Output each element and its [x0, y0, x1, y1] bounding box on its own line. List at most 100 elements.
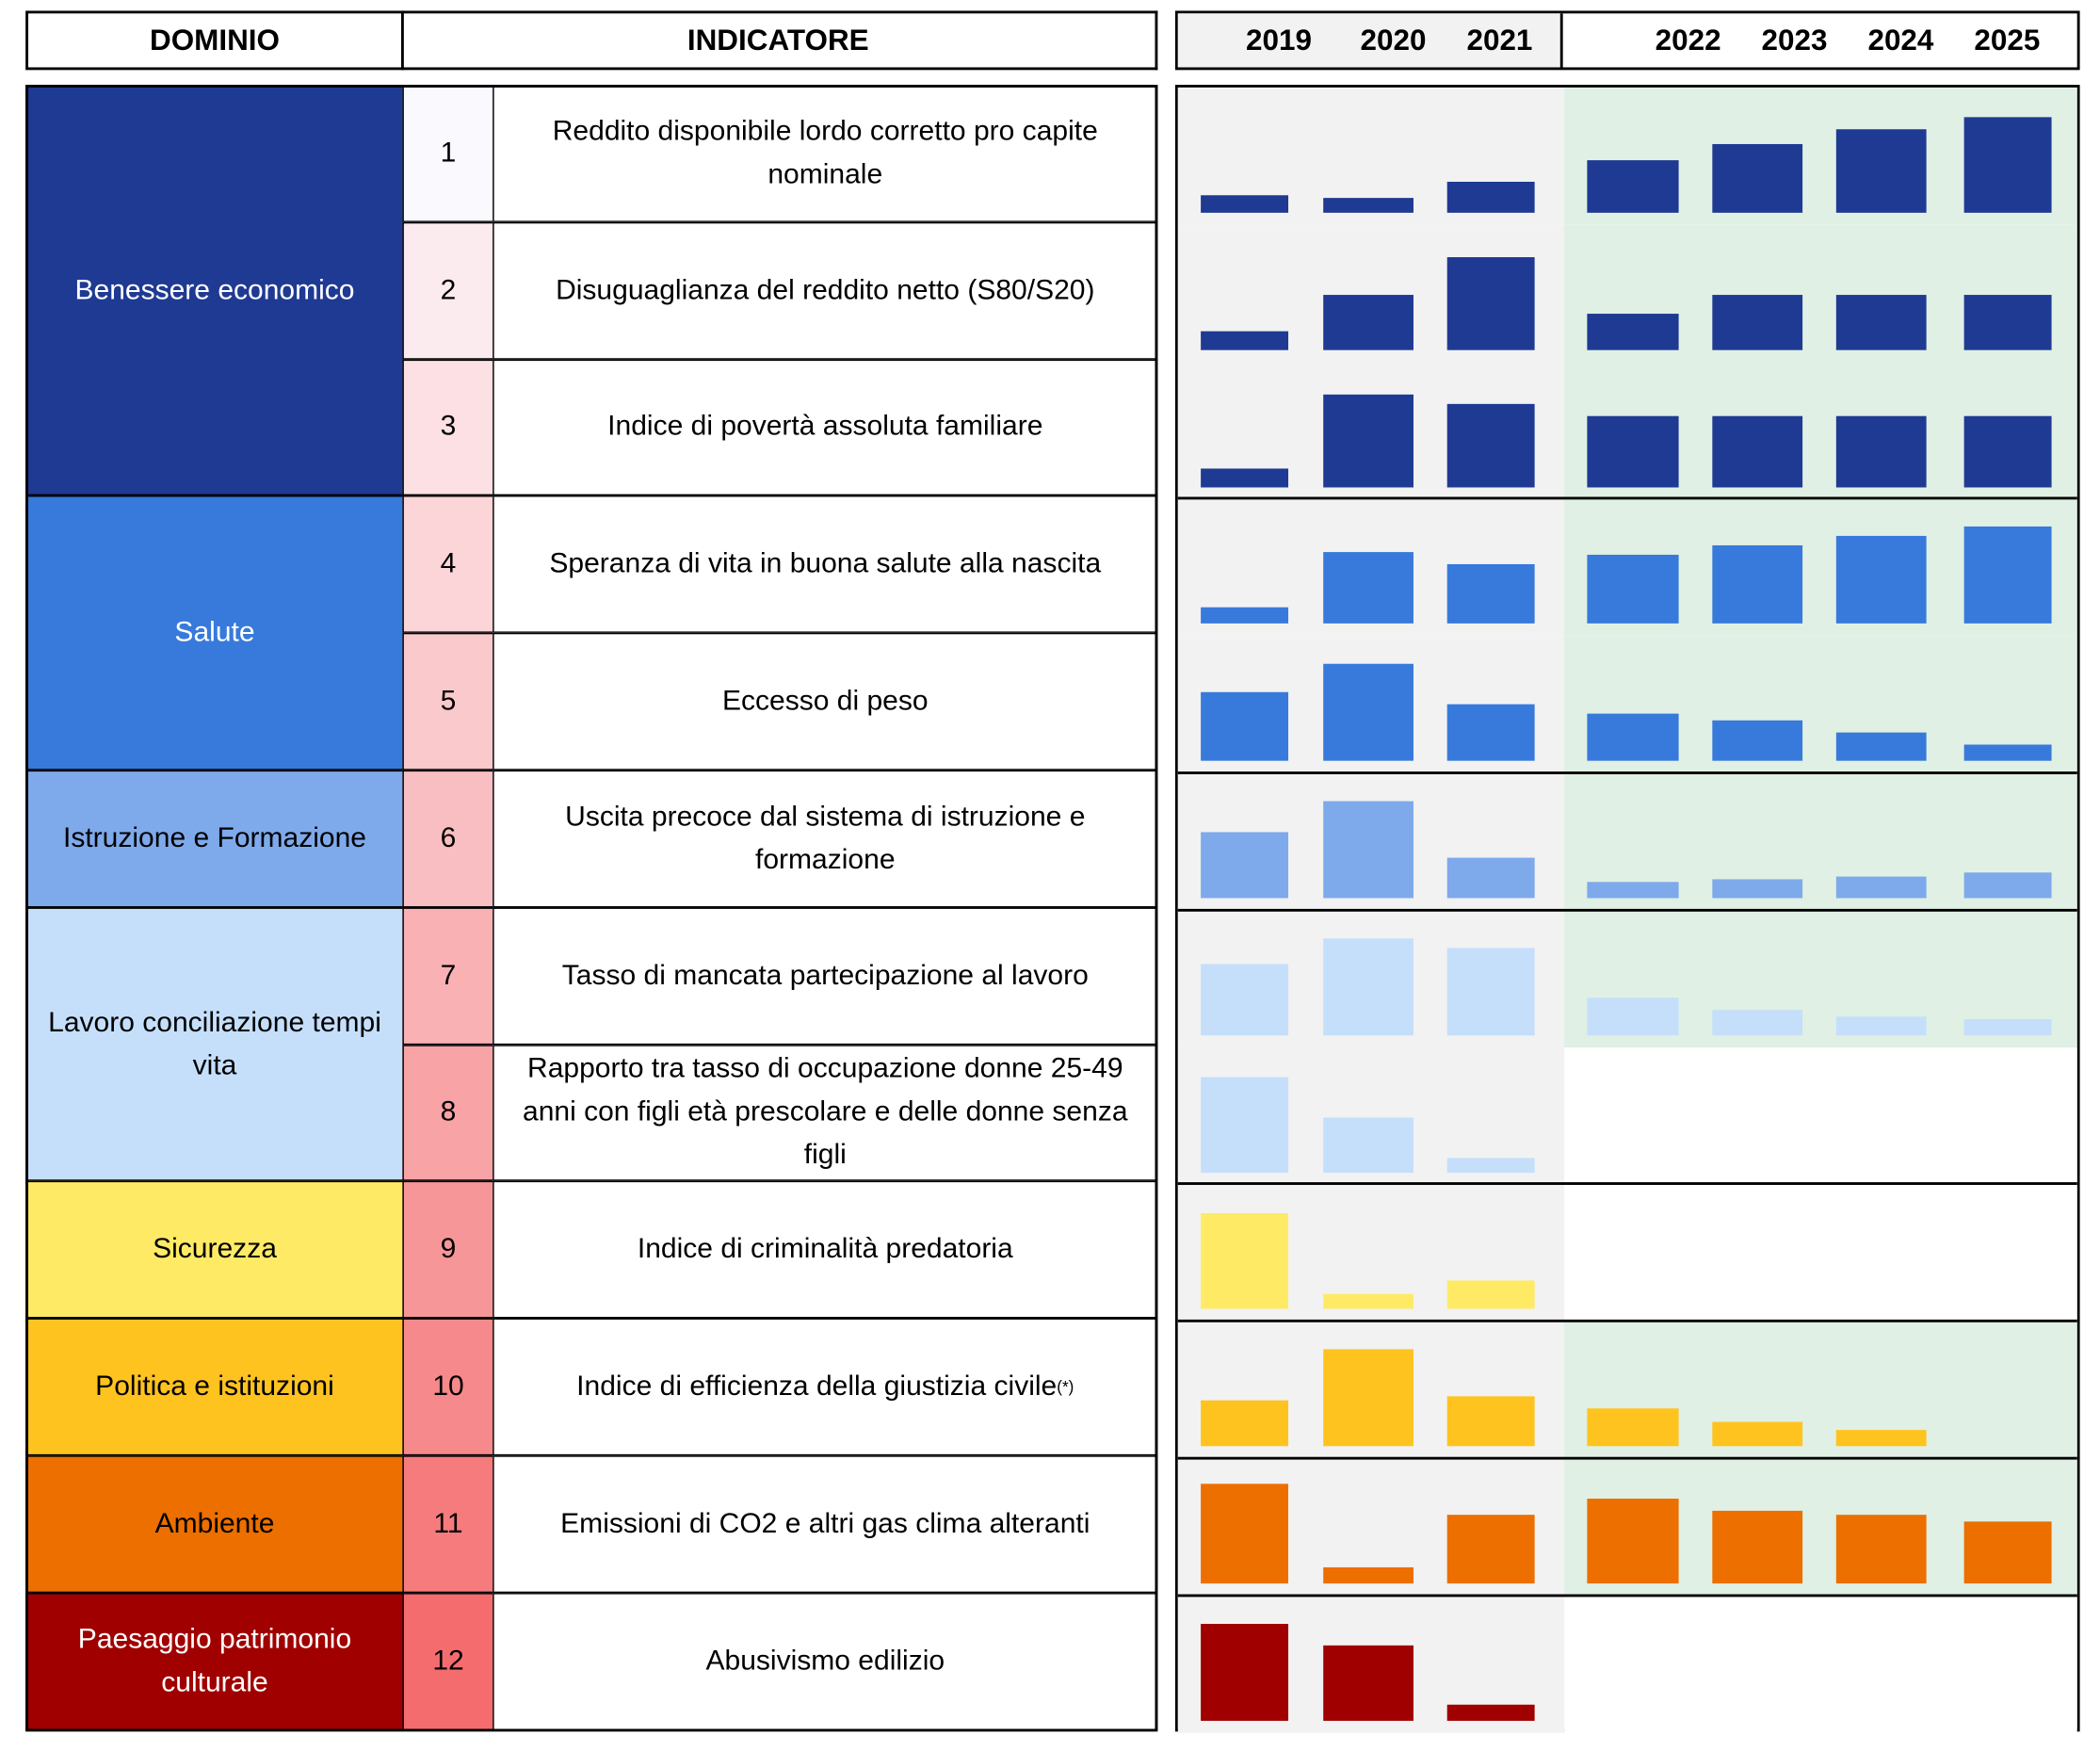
bar-4-2019	[1201, 608, 1289, 625]
panel-divider	[1177, 1456, 2077, 1460]
indicator-label: Emissioni di CO2 e altri gas clima alter…	[560, 1507, 1090, 1539]
indicator-name: Tasso di mancata partecipazione al lavor…	[493, 907, 1158, 1045]
bar-5-2021	[1446, 704, 1535, 761]
bar-10-2022	[1587, 1408, 1679, 1447]
forecast-background	[1564, 1046, 2077, 1185]
bar-6-2025	[1963, 872, 2052, 899]
indicator-label: Eccesso di peso	[721, 685, 929, 717]
bar-10-2019	[1201, 1400, 1289, 1447]
bar-3-2023	[1712, 415, 1803, 487]
bar-3-2022	[1587, 415, 1679, 487]
bar-4-2023	[1712, 545, 1803, 625]
domain-label: Sicurezza	[153, 1233, 277, 1265]
bar-4-2022	[1587, 555, 1679, 625]
indicator-label: Speranza di vita in buona salute alla na…	[549, 548, 1102, 580]
bar-9-2019	[1201, 1213, 1289, 1310]
bar-2-2020	[1323, 294, 1413, 350]
indicator-name: Uscita precoce dal sistema di istruzione…	[493, 770, 1158, 908]
bar-6-2023	[1712, 879, 1803, 899]
bar-1-2022	[1587, 160, 1679, 213]
bar-6-2019	[1201, 832, 1289, 899]
bar-7-2023	[1712, 1009, 1803, 1035]
indicator-number: 11	[402, 1455, 494, 1593]
indicator-number: 12	[402, 1592, 494, 1730]
panel-divider	[1177, 908, 2077, 912]
bar-10-2020	[1323, 1349, 1413, 1447]
domain-cell: Lavoro conciliazione tempi vita	[25, 907, 404, 1182]
domain-cell: Salute	[25, 495, 404, 771]
bar-7-2019	[1201, 964, 1289, 1035]
panel-divider	[1177, 1320, 2077, 1323]
bar-9-2020	[1323, 1294, 1413, 1310]
header-dominio: DOMINIO	[25, 10, 404, 71]
bar-1-2021	[1446, 181, 1535, 213]
bar-11-2019	[1201, 1484, 1289, 1584]
bar-2-2022	[1587, 313, 1679, 350]
bar-8-2019	[1201, 1077, 1289, 1173]
bar-1-2025	[1963, 117, 2052, 213]
bar-4-2020	[1323, 552, 1413, 625]
bar-10-2024	[1835, 1430, 1927, 1447]
bar-11-2023	[1712, 1510, 1803, 1584]
bar-6-2020	[1323, 801, 1413, 899]
domain-cell: Paesaggio patrimonio culturale	[25, 1592, 404, 1730]
domain-label: Salute	[174, 616, 255, 648]
bar-1-2019	[1201, 195, 1289, 213]
bar-1-2023	[1712, 143, 1803, 213]
bar-11-2025	[1963, 1521, 2052, 1584]
indicator-name: Rapporto tra tasso di occupazione donne …	[493, 1044, 1158, 1182]
indicator-name: Abusivismo edilizio	[493, 1592, 1158, 1730]
domain-label: Politica e istituzioni	[95, 1371, 334, 1403]
bar-11-2021	[1446, 1515, 1535, 1584]
footnote-marker: (*)	[1057, 1377, 1074, 1397]
bar-3-2019	[1201, 467, 1289, 487]
bar-1-2024	[1835, 129, 1927, 213]
bar-12-2021	[1446, 1704, 1535, 1721]
indicator-number: 10	[402, 1318, 494, 1456]
bar-3-2024	[1835, 415, 1927, 487]
bar-4-2021	[1446, 564, 1535, 625]
bar-5-2025	[1963, 744, 2052, 761]
domain-cell: Ambiente	[25, 1455, 404, 1593]
header-years: 2019 2020 2021 2022 2023 2024 2025	[1174, 10, 2080, 71]
indicator-number: 9	[402, 1181, 494, 1319]
domain-label: Istruzione e Formazione	[62, 822, 367, 854]
indicator-number: 4	[402, 495, 494, 634]
year-label-2025: 2025	[1974, 23, 2041, 57]
domain-cell: Sicurezza	[25, 1181, 404, 1319]
indicator-name: Indice di criminalità predatoria	[493, 1181, 1158, 1319]
year-label-2023: 2023	[1761, 23, 1828, 57]
bar-5-2020	[1323, 664, 1413, 761]
indicator-label: Tasso di mancata partecipazione al lavor…	[561, 959, 1089, 991]
domain-label: Benessere economico	[74, 274, 355, 306]
year-label-2021: 2021	[1466, 23, 1533, 57]
bar-11-2022	[1587, 1499, 1679, 1584]
header-history-years	[1177, 13, 1563, 68]
year-label-2020: 2020	[1360, 23, 1427, 57]
forecast-background	[1564, 1595, 2077, 1733]
bar-7-2021	[1446, 948, 1535, 1035]
bar-3-2021	[1446, 403, 1535, 487]
panel-divider	[1177, 1594, 2077, 1598]
bar-7-2022	[1587, 997, 1679, 1035]
domain-cell: Istruzione e Formazione	[25, 770, 404, 908]
indicator-name: Indice di povertà assoluta familiare	[493, 359, 1158, 496]
bar-panel	[1174, 85, 2080, 1733]
bar-7-2025	[1963, 1018, 2052, 1035]
indicator-label: Uscita precoce dal sistema di istruzione…	[565, 801, 1086, 876]
bar-1-2020	[1323, 198, 1413, 213]
indicator-number: 1	[402, 85, 494, 222]
indicator-name: Speranza di vita in buona salute alla na…	[493, 495, 1158, 634]
bar-2-2024	[1835, 294, 1927, 350]
indicator-name: Indice di efficienza della giustizia civ…	[493, 1318, 1158, 1456]
panel-divider	[1177, 497, 2077, 500]
year-label-2024: 2024	[1867, 23, 1934, 57]
panel-divider	[1177, 771, 2077, 774]
year-label-2019: 2019	[1246, 23, 1313, 57]
bar-11-2024	[1835, 1515, 1927, 1584]
bar-7-2024	[1835, 1015, 1927, 1035]
indicator-number: 8	[402, 1044, 494, 1182]
domain-label: Paesaggio patrimonio culturale	[77, 1623, 352, 1698]
bar-2-2023	[1712, 294, 1803, 350]
year-label-2022: 2022	[1655, 23, 1721, 57]
